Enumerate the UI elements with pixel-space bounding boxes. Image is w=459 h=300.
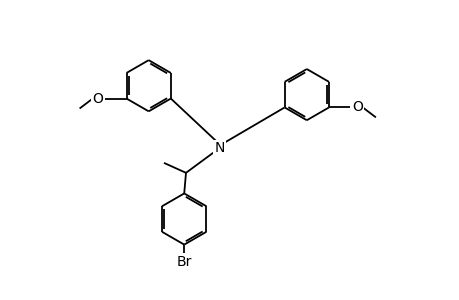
Text: O: O <box>92 92 103 106</box>
Text: N: N <box>214 141 224 155</box>
Text: O: O <box>351 100 362 114</box>
Text: Br: Br <box>176 255 191 269</box>
